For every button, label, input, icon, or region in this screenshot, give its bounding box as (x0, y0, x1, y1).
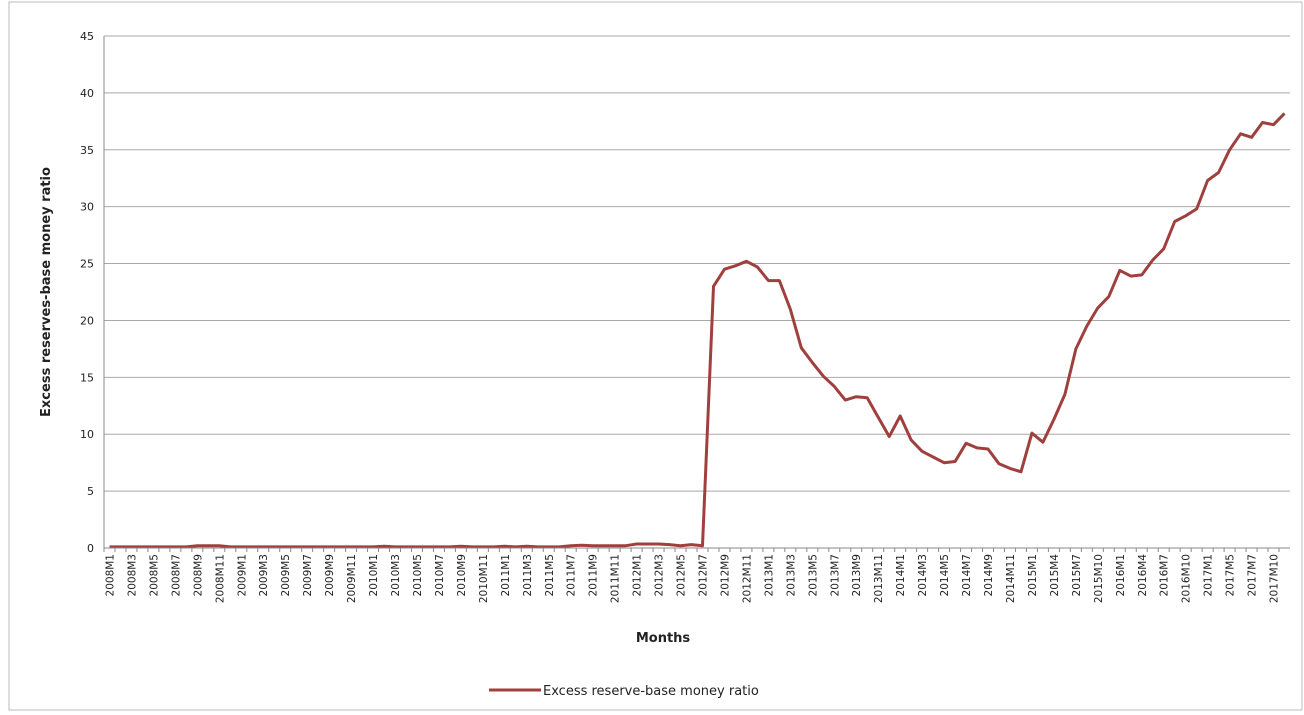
x-tick-label: 2009M11 (346, 554, 358, 603)
x-tick-label: 2009M3 (258, 554, 270, 596)
x-tick-label: 2013M3 (785, 554, 797, 596)
x-tick-label: 2010M1 (368, 554, 380, 596)
x-tick-label: 2012M5 (676, 554, 688, 596)
x-tick-label: 2012M1 (632, 554, 644, 596)
x-tick-label: 2008M3 (126, 554, 138, 596)
x-tick-label: 2013M1 (763, 554, 775, 596)
x-tick-label: 2014M5 (939, 554, 951, 596)
x-tick-label: 2017M5 (1225, 554, 1237, 596)
x-tick-label: 2010M3 (390, 554, 402, 596)
x-tick-label: 2008M11 (214, 554, 226, 603)
x-tick-label: 2015M7 (1071, 554, 1083, 596)
y-tick-label: 45 (80, 30, 94, 43)
x-tick-label: 2017M10 (1269, 554, 1281, 603)
x-tick-label: 2016M7 (1159, 554, 1171, 596)
x-tick-label: 2009M5 (280, 554, 292, 596)
x-tick-label: 2013M5 (807, 554, 819, 596)
x-tick-label: 2014M9 (983, 554, 995, 596)
x-tick-label: 2015M10 (1093, 554, 1105, 603)
x-tick-label: 2015M1 (1027, 554, 1039, 596)
x-tick-label: 2009M9 (324, 554, 336, 596)
x-tick-label: 2016M4 (1137, 554, 1149, 597)
x-tick-label: 2014M7 (961, 554, 973, 596)
y-axis-title: Excess reserves-base money ratio (39, 167, 54, 417)
x-tick-label: 2014M1 (895, 554, 907, 596)
x-tick-label: 2013M9 (851, 554, 863, 596)
x-tick-label: 2011M7 (566, 554, 578, 596)
line-series (109, 112, 1286, 549)
x-tick-label: 2010M11 (478, 554, 490, 603)
x-tick-label: 2011M9 (588, 554, 600, 596)
x-tick-label: 2009M7 (302, 554, 314, 596)
x-tick-label: 2011M3 (522, 554, 534, 596)
x-tick-label: 2008M5 (148, 554, 160, 596)
x-tick-label: 2016M10 (1181, 554, 1193, 603)
x-tick-label: 2011M11 (610, 554, 622, 603)
x-tick-label: 2009M1 (236, 554, 248, 596)
x-tick-label: 2016M1 (1115, 554, 1127, 596)
x-tick-label: 2012M7 (697, 554, 709, 596)
x-tick-label: 2017M1 (1203, 554, 1215, 596)
x-tick-label: 2012M11 (741, 554, 753, 603)
x-tick-label: 2014M3 (917, 554, 929, 596)
x-tick-label: 2013M11 (873, 554, 885, 603)
y-tick-label: 40 (80, 87, 94, 100)
y-tick-label: 15 (80, 371, 94, 384)
chart-border (8, 1, 1303, 711)
y-tick-label: 25 (80, 258, 94, 271)
x-tick-label: 2017M7 (1247, 554, 1259, 596)
y-tick-label: 10 (80, 428, 94, 441)
x-tick-label: 2010M5 (412, 554, 424, 596)
x-tick-label: 2011M5 (544, 554, 556, 596)
x-tick-label: 2011M1 (500, 554, 512, 596)
y-tick-label: 35 (80, 144, 94, 157)
x-tick-label: 2010M7 (434, 554, 446, 596)
x-tick-label: 2015M4 (1049, 554, 1061, 597)
x-tick-label: 2012M3 (654, 554, 666, 596)
y-tick-label: 20 (80, 314, 94, 327)
x-tick-label: 2008M7 (170, 554, 182, 596)
x-tick-label: 2010M9 (456, 554, 468, 596)
x-tick-label: 2012M9 (719, 554, 731, 596)
x-axis-title: Months (636, 631, 691, 646)
legend-label: Excess reserve-base money ratio (543, 684, 759, 699)
x-tick-label: 2008M9 (192, 554, 204, 596)
y-tick-label: 5 (87, 485, 94, 498)
x-tick-label: 2014M11 (1005, 554, 1017, 603)
x-tick-label: 2013M7 (829, 554, 841, 596)
y-tick-label: 0 (87, 542, 94, 555)
x-tick-label: 2008M1 (104, 554, 116, 596)
y-tick-label: 30 (80, 201, 94, 214)
